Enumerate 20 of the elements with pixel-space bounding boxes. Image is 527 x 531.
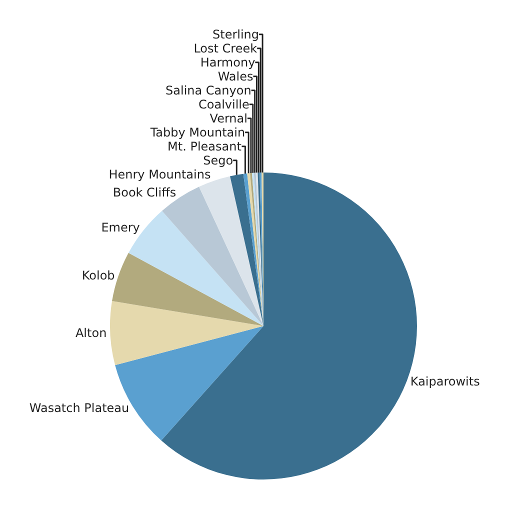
pie-slice: [243, 173, 264, 326]
slice-label: Harmony: [200, 55, 256, 70]
slice-label: Tabby Mountain: [149, 125, 246, 140]
slice-label: Vernal: [210, 111, 248, 126]
slice-label: Sterling: [212, 27, 260, 42]
slice-label: Wasatch Plateau: [29, 401, 130, 416]
pie-slice: [112, 252, 264, 326]
slice-label: Lost Creek: [194, 41, 258, 56]
slice-label: Salina Canyon: [166, 83, 252, 98]
slice-label: Wales: [218, 69, 254, 84]
pie-slice: [110, 301, 264, 366]
slice-label: Henry Mountains: [108, 167, 211, 182]
slice-label: Kaiparowits: [410, 374, 480, 389]
slice-label: Emery: [101, 220, 140, 235]
slice-label: Alton: [75, 326, 107, 340]
slice-label: Coalville: [198, 97, 250, 112]
slice-label: Sego: [203, 153, 234, 168]
slice-label: Kolob: [82, 268, 115, 283]
slice-label: Book Cliffs: [112, 186, 176, 200]
slice-label: Mt. Pleasant: [168, 139, 242, 154]
